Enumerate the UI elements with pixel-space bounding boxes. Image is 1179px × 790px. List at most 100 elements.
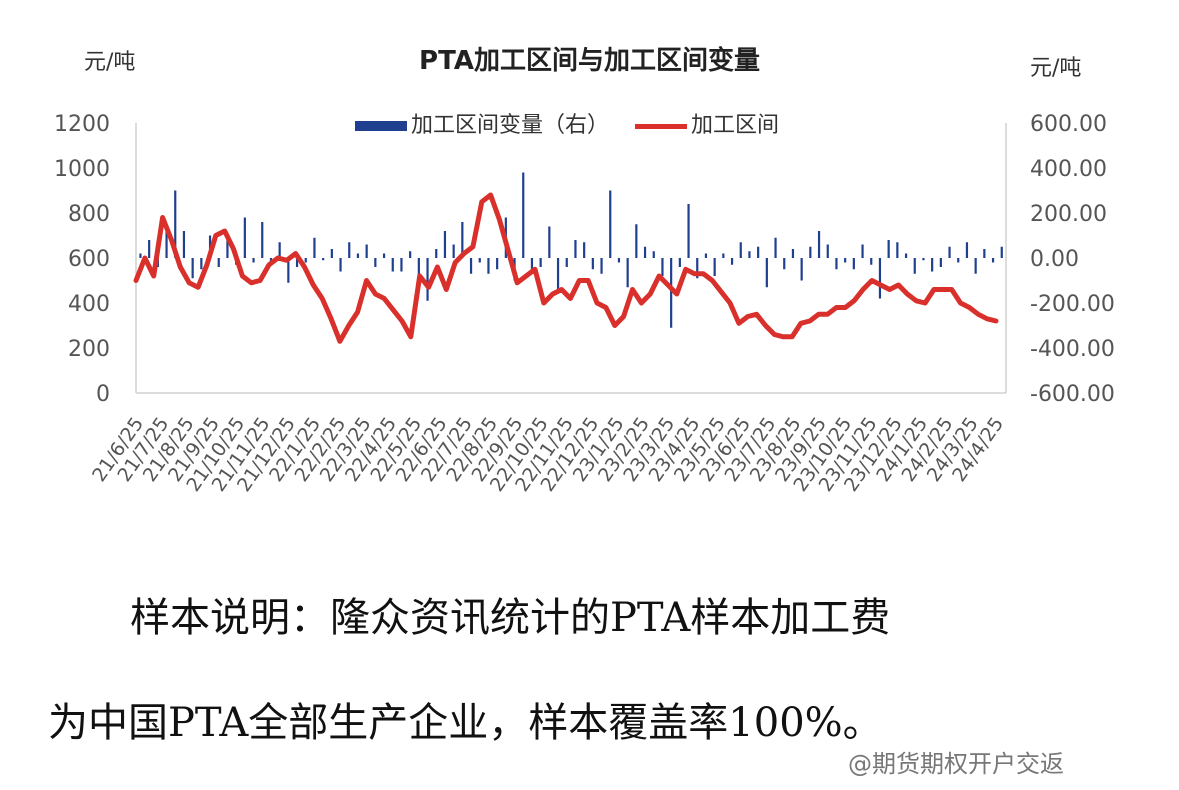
change-bar bbox=[922, 258, 925, 261]
change-bar bbox=[200, 258, 203, 270]
left-tick-label: 600 bbox=[68, 247, 110, 272]
change-bar bbox=[522, 172, 525, 258]
right-tick-label: 200.00 bbox=[1030, 202, 1107, 227]
change-bar bbox=[165, 231, 168, 258]
change-bar bbox=[548, 226, 551, 258]
right-tick-label: -600.00 bbox=[1030, 382, 1115, 407]
right-tick-label: 400.00 bbox=[1030, 157, 1107, 182]
change-bar bbox=[217, 258, 220, 267]
change-bar bbox=[844, 258, 847, 263]
change-bar bbox=[765, 258, 768, 288]
change-bar bbox=[948, 246, 951, 258]
change-bar bbox=[896, 242, 899, 258]
change-bar bbox=[983, 249, 986, 258]
change-bar bbox=[670, 258, 673, 328]
footer-handle: @期货期权开户交返 bbox=[848, 750, 1064, 778]
left-tick-label: 0 bbox=[96, 382, 110, 407]
change-bar bbox=[826, 244, 829, 258]
change-bar bbox=[678, 258, 681, 267]
change-bar bbox=[1000, 246, 1003, 258]
change-bar bbox=[870, 258, 873, 265]
change-bar bbox=[243, 217, 246, 258]
change-bar bbox=[443, 231, 447, 258]
change-bar bbox=[661, 258, 664, 276]
sample-note-line2: 为中国PTA全部生产企业，样本覆盖率100%。 bbox=[48, 700, 883, 746]
change-bar bbox=[800, 258, 803, 281]
change-bar bbox=[817, 231, 821, 258]
change-bar bbox=[791, 249, 795, 258]
change-bar bbox=[730, 258, 734, 265]
change-bar bbox=[191, 258, 194, 279]
change-bar bbox=[591, 258, 594, 270]
change-bar bbox=[704, 253, 708, 258]
chart-title: PTA加工区间与加工区间变量 bbox=[419, 46, 760, 76]
change-bar bbox=[565, 258, 568, 267]
change-bar bbox=[713, 258, 716, 276]
legend-line-swatch bbox=[635, 123, 688, 129]
change-bar bbox=[400, 258, 403, 272]
change-bar bbox=[374, 258, 377, 267]
change-bar bbox=[487, 258, 490, 274]
right-tick-label: 600.00 bbox=[1030, 112, 1107, 137]
change-bar bbox=[635, 224, 638, 258]
change-bar bbox=[348, 242, 351, 258]
change-bar bbox=[904, 253, 908, 258]
change-bar bbox=[878, 258, 882, 299]
change-bar bbox=[913, 258, 916, 274]
change-bar bbox=[287, 258, 290, 283]
right-tick-label: -400.00 bbox=[1030, 337, 1115, 362]
change-bar bbox=[556, 258, 560, 292]
change-bar bbox=[852, 258, 855, 270]
change-bar bbox=[609, 190, 612, 258]
change-bar bbox=[809, 246, 812, 258]
change-bar bbox=[295, 258, 299, 267]
change-bar bbox=[957, 258, 960, 263]
change-bar bbox=[757, 246, 760, 258]
sample-note-line1: 样本说明：隆众资讯统计的PTA样本加工费 bbox=[130, 595, 891, 641]
change-bar bbox=[835, 258, 838, 270]
change-bar bbox=[261, 222, 264, 258]
chart-legend: 加工区间变量（右） 加工区间 bbox=[355, 107, 779, 139]
change-bar bbox=[696, 258, 699, 279]
change-bar bbox=[313, 237, 316, 258]
change-bar bbox=[931, 258, 934, 272]
change-bar bbox=[226, 240, 229, 258]
change-bar bbox=[148, 240, 151, 258]
change-bar bbox=[739, 242, 742, 258]
right-tick-label: 0.00 bbox=[1030, 247, 1079, 272]
change-bar bbox=[174, 190, 177, 258]
change-bar bbox=[887, 240, 890, 258]
right-axis-unit: 元/吨 bbox=[1030, 56, 1082, 81]
change-bar bbox=[426, 258, 429, 301]
change-bar bbox=[643, 246, 647, 258]
change-bar bbox=[252, 258, 255, 263]
change-bar bbox=[452, 244, 455, 258]
change-bar bbox=[339, 258, 342, 272]
change-bar bbox=[496, 258, 499, 270]
change-bar bbox=[600, 258, 603, 274]
change-bar bbox=[478, 258, 481, 263]
pta-processing-chart: 0 200 400 600 800 1000 1200 -600.00 -400.00 -200.… bbox=[54, 112, 1115, 496]
change-bar bbox=[991, 258, 995, 263]
left-tick-label: 800 bbox=[68, 202, 110, 227]
change-bar bbox=[626, 258, 629, 288]
change-bar bbox=[356, 253, 360, 258]
change-bar bbox=[617, 258, 621, 263]
change-bar bbox=[974, 258, 977, 274]
left-axis-unit: 元/吨 bbox=[84, 50, 136, 75]
change-bar bbox=[774, 237, 777, 258]
change-bar bbox=[748, 251, 751, 258]
change-bar bbox=[417, 258, 420, 285]
change-bar bbox=[382, 253, 386, 258]
legend-bar-swatch bbox=[355, 121, 407, 131]
left-tick-label: 1000 bbox=[54, 157, 110, 182]
change-bar bbox=[530, 258, 534, 272]
change-bar bbox=[583, 242, 586, 258]
change-bar bbox=[722, 253, 725, 258]
change-bar bbox=[182, 231, 186, 258]
change-bar bbox=[469, 258, 473, 274]
legend-bar-label: 加工区间变量（右） bbox=[411, 113, 610, 138]
change-bar bbox=[330, 249, 333, 258]
change-bar bbox=[783, 258, 786, 270]
change-bar bbox=[939, 258, 942, 267]
